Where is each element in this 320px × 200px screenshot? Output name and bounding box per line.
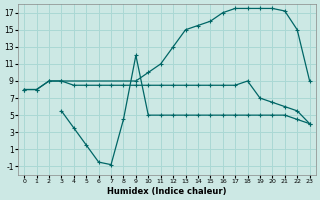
X-axis label: Humidex (Indice chaleur): Humidex (Indice chaleur)	[107, 187, 227, 196]
